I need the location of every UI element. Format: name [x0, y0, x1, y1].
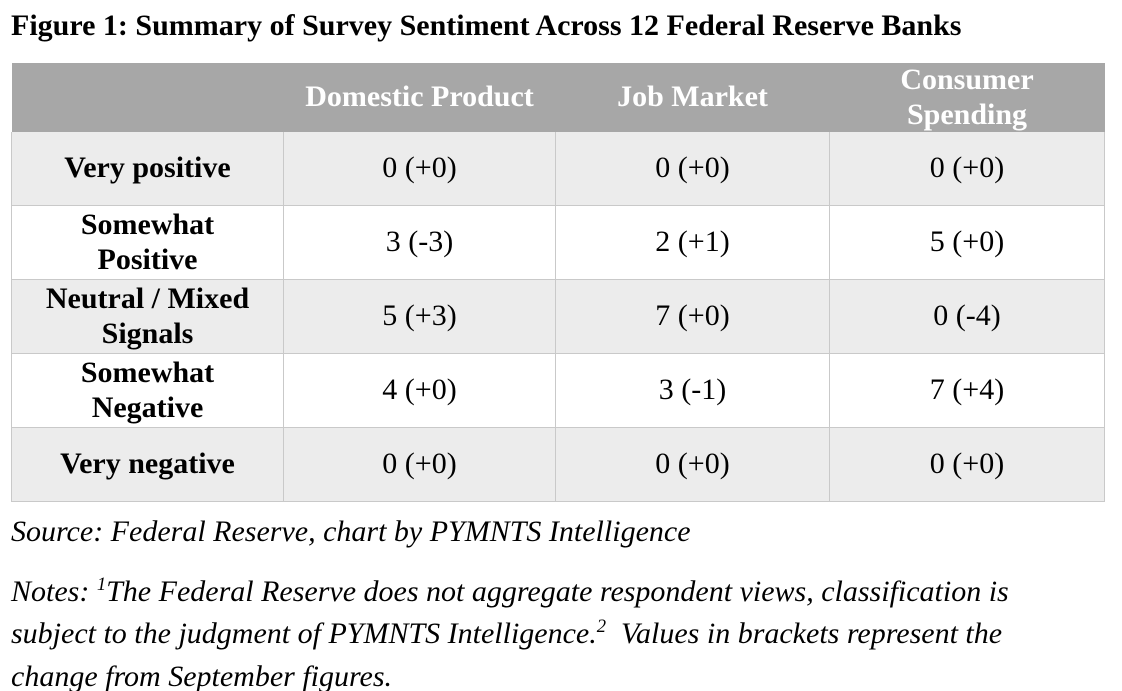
- row-label: Neutral / Mixed Signals: [11, 279, 284, 354]
- header-row: Domestic Product Job Market Consumer Spe…: [11, 63, 1105, 132]
- table-cell: 7 (+0): [555, 279, 830, 354]
- notes-footnote-2-marker: 2: [596, 616, 607, 638]
- row-label: Very positive: [11, 132, 284, 206]
- row-label: Very negative: [11, 427, 284, 502]
- table-cell: 0 (+0): [555, 427, 830, 502]
- sentiment-table: Domestic Product Job Market Consumer Spe…: [11, 63, 1105, 502]
- figure-title: Figure 1: Summary of Survey Sentiment Ac…: [11, 9, 962, 42]
- table-cell: 0 (+0): [829, 132, 1105, 206]
- column-header-domestic-product: Domestic Product: [283, 63, 556, 132]
- column-header-consumer-spending: Consumer Spending: [829, 63, 1105, 132]
- table-cell: 7 (+4): [829, 353, 1105, 428]
- table-cell: 5 (+3): [283, 279, 556, 354]
- source-attribution: Source: Federal Reserve, chart by PYMNTS…: [11, 515, 691, 548]
- notes-body-1: The Federal Reserve does not aggregate r…: [11, 574, 1009, 651]
- table-row-very-positive: Very positive 0 (+0) 0 (+0) 0 (+0): [11, 132, 1105, 206]
- table-row-somewhat-positive: Somewhat Positive 3 (-3) 2 (+1) 5 (+0): [11, 205, 1105, 280]
- table-cell: 3 (-1): [555, 353, 830, 428]
- table-row-somewhat-negative: Somewhat Negative 4 (+0) 3 (-1) 7 (+4): [11, 353, 1105, 428]
- column-header-blank: [11, 63, 284, 132]
- table-cell: 5 (+0): [829, 205, 1105, 280]
- table-cell: 0 (+0): [829, 427, 1105, 502]
- notes-footnote-1-marker: 1: [96, 573, 107, 595]
- table-row-very-negative: Very negative 0 (+0) 0 (+0) 0 (+0): [11, 427, 1105, 502]
- table-cell: 0 (-4): [829, 279, 1105, 354]
- notes-prefix: Notes:: [11, 574, 97, 608]
- table-cell: 4 (+0): [283, 353, 556, 428]
- row-label: Somewhat Negative: [11, 353, 284, 428]
- table-cell: 3 (-3): [283, 205, 556, 280]
- table-cell: 0 (+0): [283, 427, 556, 502]
- row-label: Somewhat Positive: [11, 205, 284, 280]
- table-cell: 2 (+1): [555, 205, 830, 280]
- table-row-neutral-mixed: Neutral / Mixed Signals 5 (+3) 7 (+0) 0 …: [11, 279, 1105, 354]
- column-header-job-market: Job Market: [555, 63, 830, 132]
- table-cell: 0 (+0): [283, 132, 556, 206]
- notes-body-2: Values in brackets represent the change …: [11, 617, 1003, 691]
- table-cell: 0 (+0): [555, 132, 830, 206]
- figure-notes: Notes: 1The Federal Reserve does not agg…: [11, 571, 1091, 691]
